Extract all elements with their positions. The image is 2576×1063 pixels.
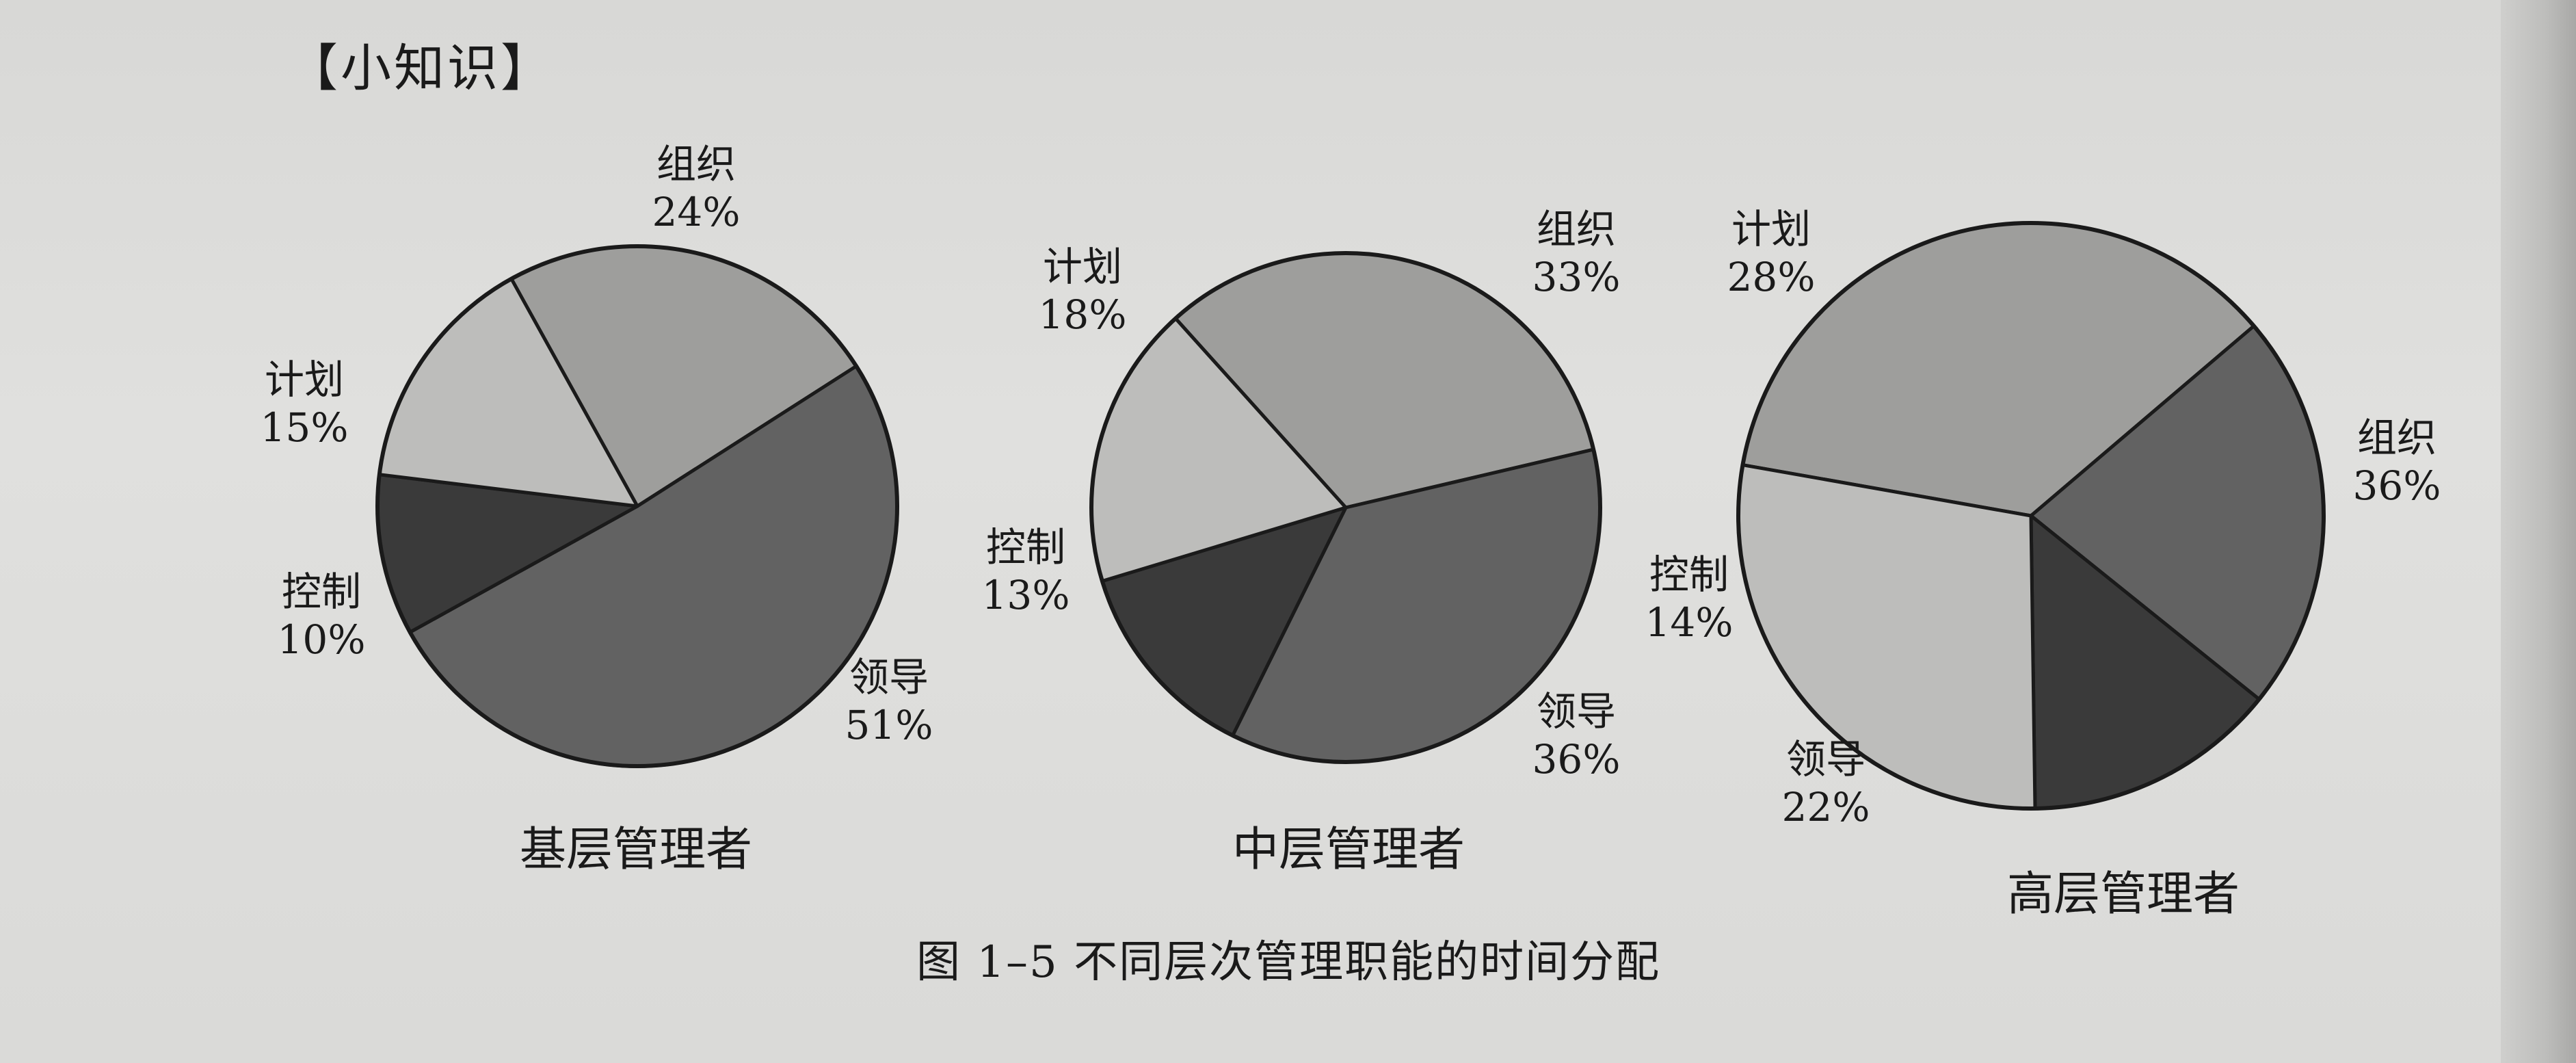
- slice-label-0-3: 计划: [265, 356, 344, 403]
- slice-label-2-1: 领导: [1786, 736, 1865, 783]
- slice-label-0-2: 控制: [282, 568, 361, 615]
- pie-title-0: 基层管理者: [520, 823, 752, 877]
- slice-label-0-1: 领导: [849, 654, 929, 700]
- slice-percent-0-1: 51%: [845, 702, 933, 748]
- slice-label-1-1: 领导: [1537, 688, 1616, 735]
- slice-label-0-0: 组织: [656, 141, 736, 187]
- slice-percent-1-2: 13%: [982, 572, 1070, 618]
- slice-percent-2-0: 36%: [2353, 462, 2441, 509]
- pie-outline-0: [375, 244, 899, 768]
- slice-percent-0-2: 10%: [278, 616, 366, 663]
- pie-outline-1: [1089, 251, 1602, 764]
- slice-percent-0-3: 15%: [261, 404, 349, 451]
- figure-caption: 图 1–5 不同层次管理职能的时间分配: [916, 937, 1661, 988]
- slice-percent-2-3: 28%: [1727, 254, 1816, 300]
- note-heading: 【小知识】: [287, 39, 554, 98]
- book-spine-edge: [2501, 0, 2576, 1063]
- pie-slice-2-3: [1736, 463, 2037, 811]
- pie-title-2: 高层管理者: [2007, 867, 2240, 921]
- slice-percent-1-1: 36%: [1532, 736, 1621, 783]
- slice-label-1-0: 组织: [1537, 206, 1616, 252]
- pie-title-1: 中层管理者: [1232, 823, 1465, 877]
- slice-percent-2-2: 14%: [1645, 599, 1734, 646]
- slice-percent-0-0: 24%: [652, 189, 741, 235]
- slice-label-2-2: 控制: [1649, 551, 1729, 598]
- slice-label-1-2: 控制: [986, 524, 1065, 570]
- pie-outline-2: [1736, 221, 2326, 811]
- slice-label-1-3: 计划: [1043, 244, 1122, 290]
- slice-label-2-3: 计划: [1731, 206, 1811, 252]
- slice-percent-1-0: 33%: [1532, 254, 1621, 300]
- slice-label-2-0: 组织: [2357, 415, 2436, 461]
- slice-percent-1-3: 18%: [1039, 291, 1127, 338]
- slice-percent-2-1: 22%: [1782, 784, 1870, 830]
